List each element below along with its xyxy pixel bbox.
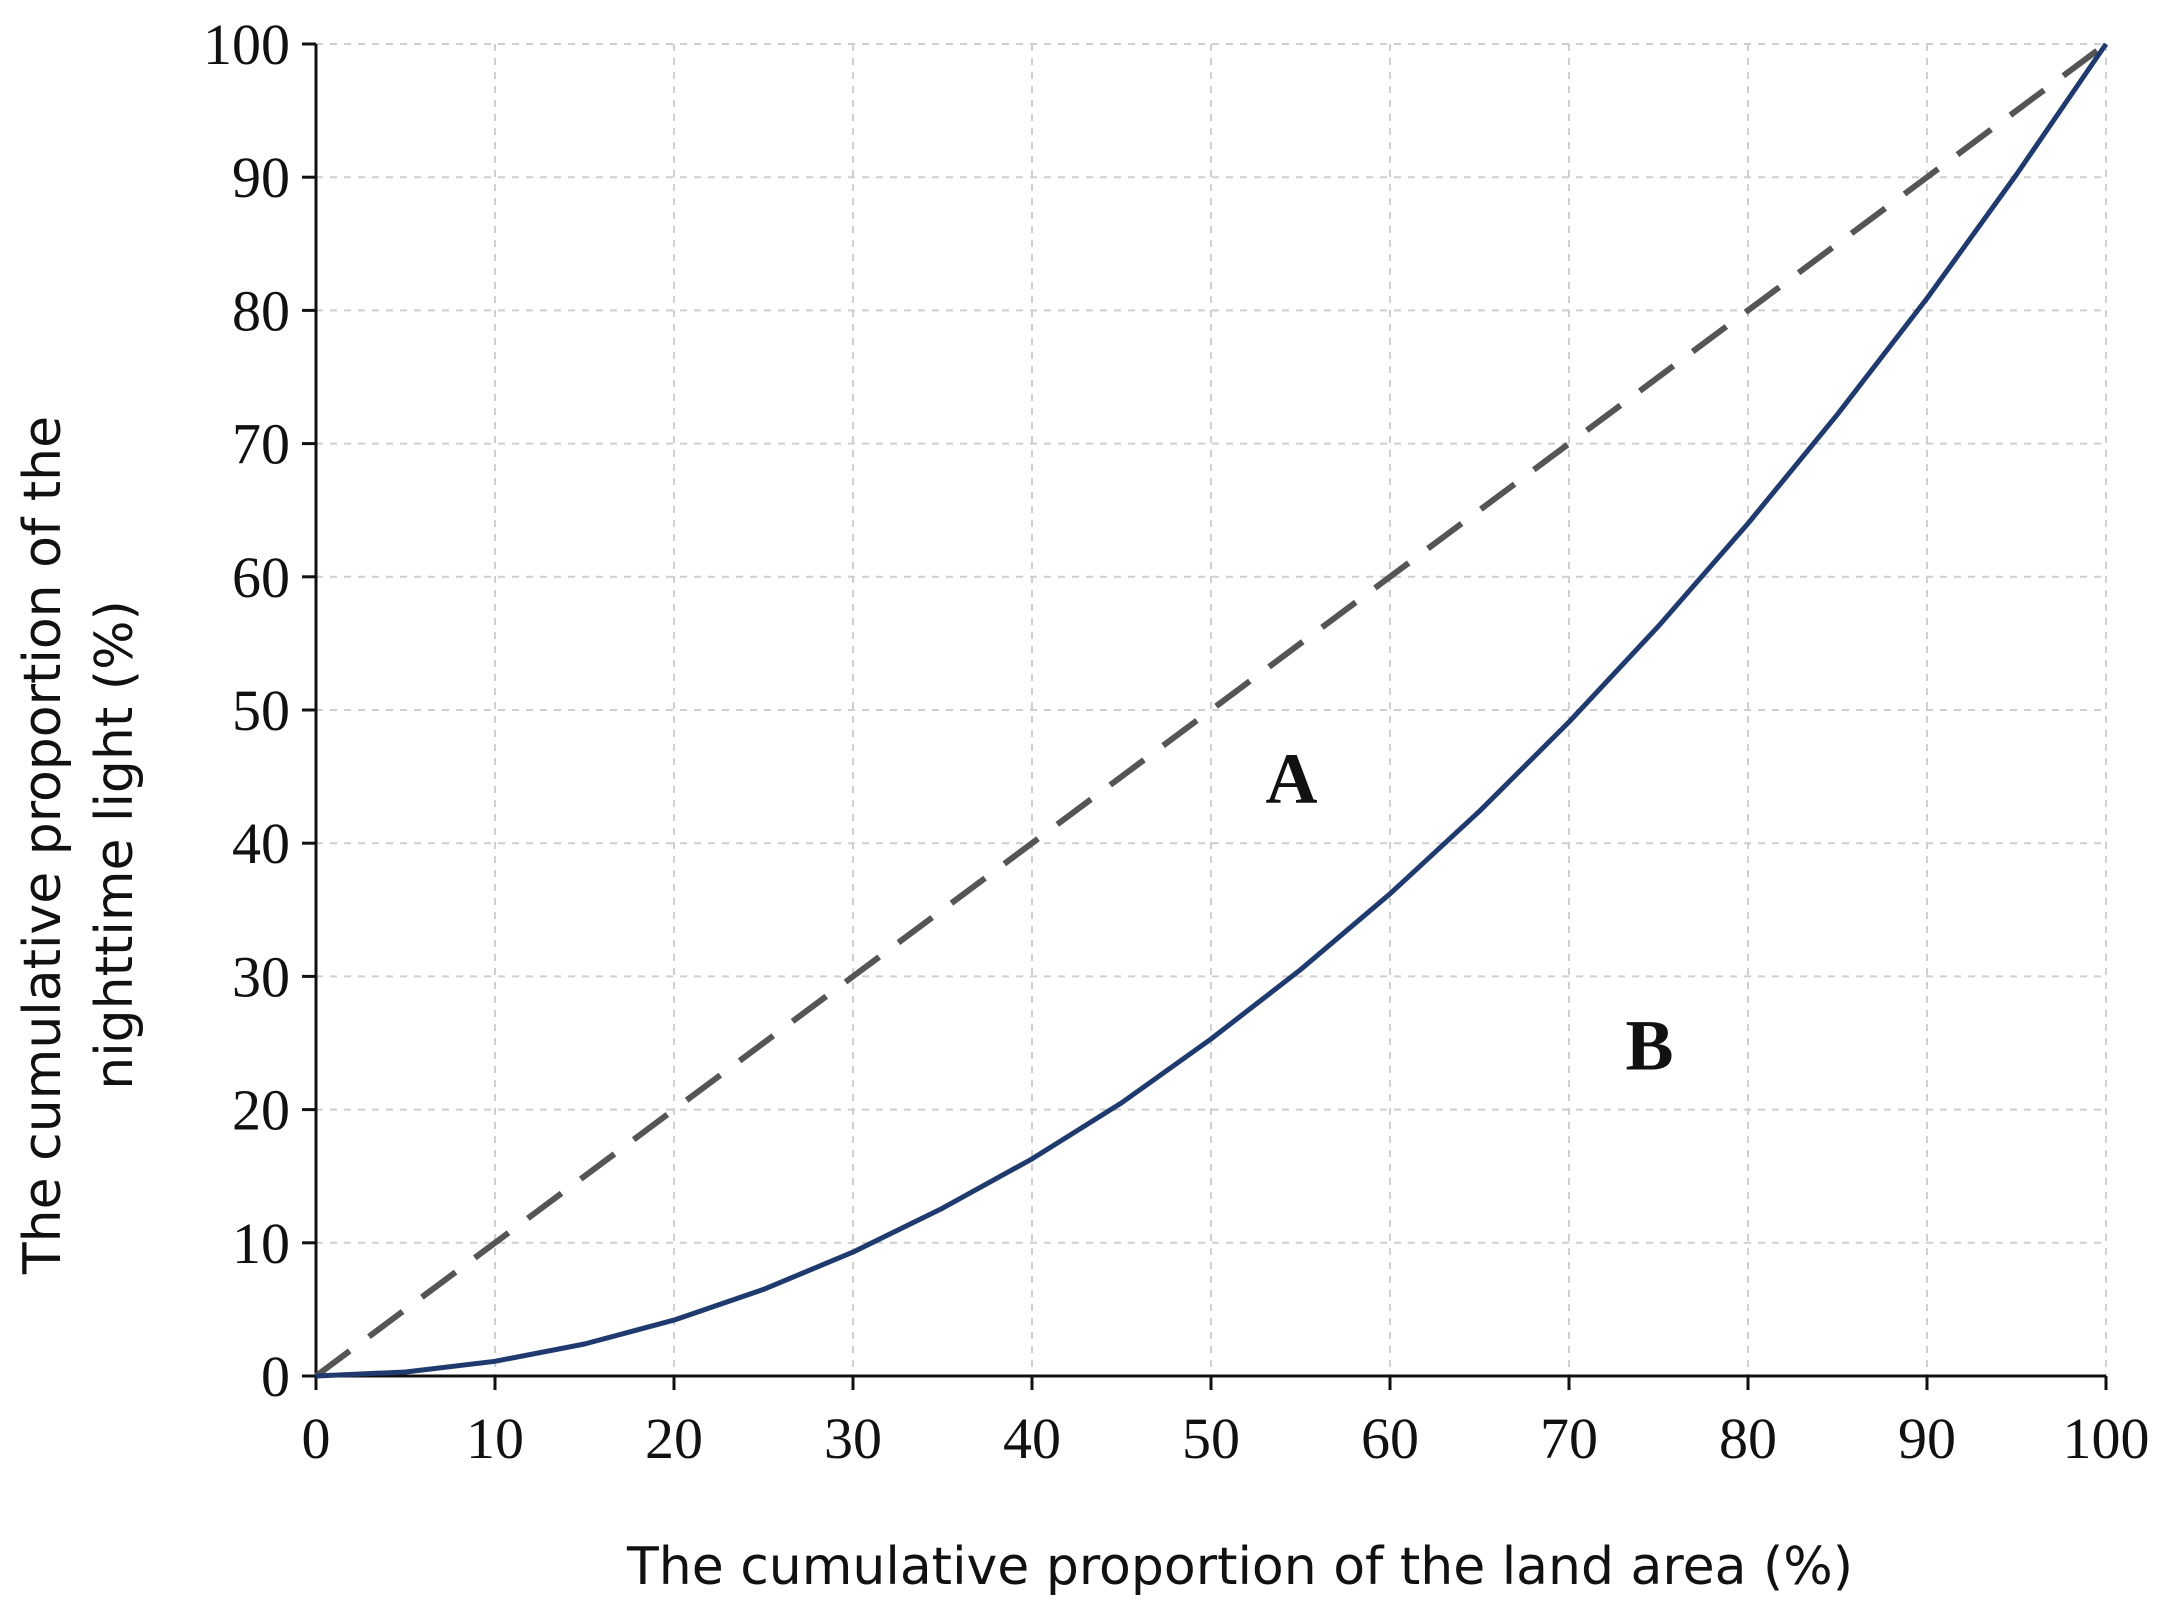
lorenz-curve [315,42,2109,1379]
y-axis-title: The cumulative proportion of the nightti… [13,416,145,1275]
y-tick-label: 30 [232,944,290,1009]
y-axis-title-line-1: The cumulative proportion of the [13,416,73,1275]
y-tick-label: 60 [232,545,290,610]
equality-line [314,41,2108,1379]
series-lines [314,41,2109,1379]
y-axis-title-line-2: nighttime light (%) [85,600,145,1090]
y-tick-labels: 0 10 20 30 40 50 60 70 80 90 100 [203,12,290,1409]
x-axis-title: The cumulative proportion of the land ar… [626,1537,1853,1597]
axes [302,42,2108,1390]
y-tick-label: 100 [203,12,290,77]
y-tick-label: 0 [261,1344,290,1409]
y-tick-label: 40 [232,811,290,876]
region-labels: AB [1266,739,1674,1085]
x-tick-label: 10 [466,1406,524,1471]
y-tick-label: 10 [232,1211,290,1276]
x-tick-label: 20 [645,1406,703,1471]
x-tick-label: 80 [1719,1406,1777,1471]
x-tick-label: 30 [824,1406,882,1471]
x-tick-label: 60 [1361,1406,1419,1471]
x-tick-label: 90 [1898,1406,1956,1471]
y-tick-label: 50 [232,678,290,743]
y-tick-label: 70 [232,412,290,477]
y-tick-label: 80 [232,278,290,343]
y-tick-label: 20 [232,1078,290,1143]
x-tick-labels: 0 10 20 30 40 50 60 70 80 90 100 [302,1406,2150,1471]
x-tick-label: 100 [2063,1406,2150,1471]
x-tick-label: 50 [1182,1406,1240,1471]
region-label-a: A [1266,739,1318,819]
x-tick-label: 70 [1540,1406,1598,1471]
y-tick-label: 90 [232,145,290,210]
x-tick-label: 40 [1003,1406,1061,1471]
x-tick-label: 0 [302,1406,331,1471]
grid [316,43,2107,1376]
region-label-b: B [1626,1006,1674,1086]
